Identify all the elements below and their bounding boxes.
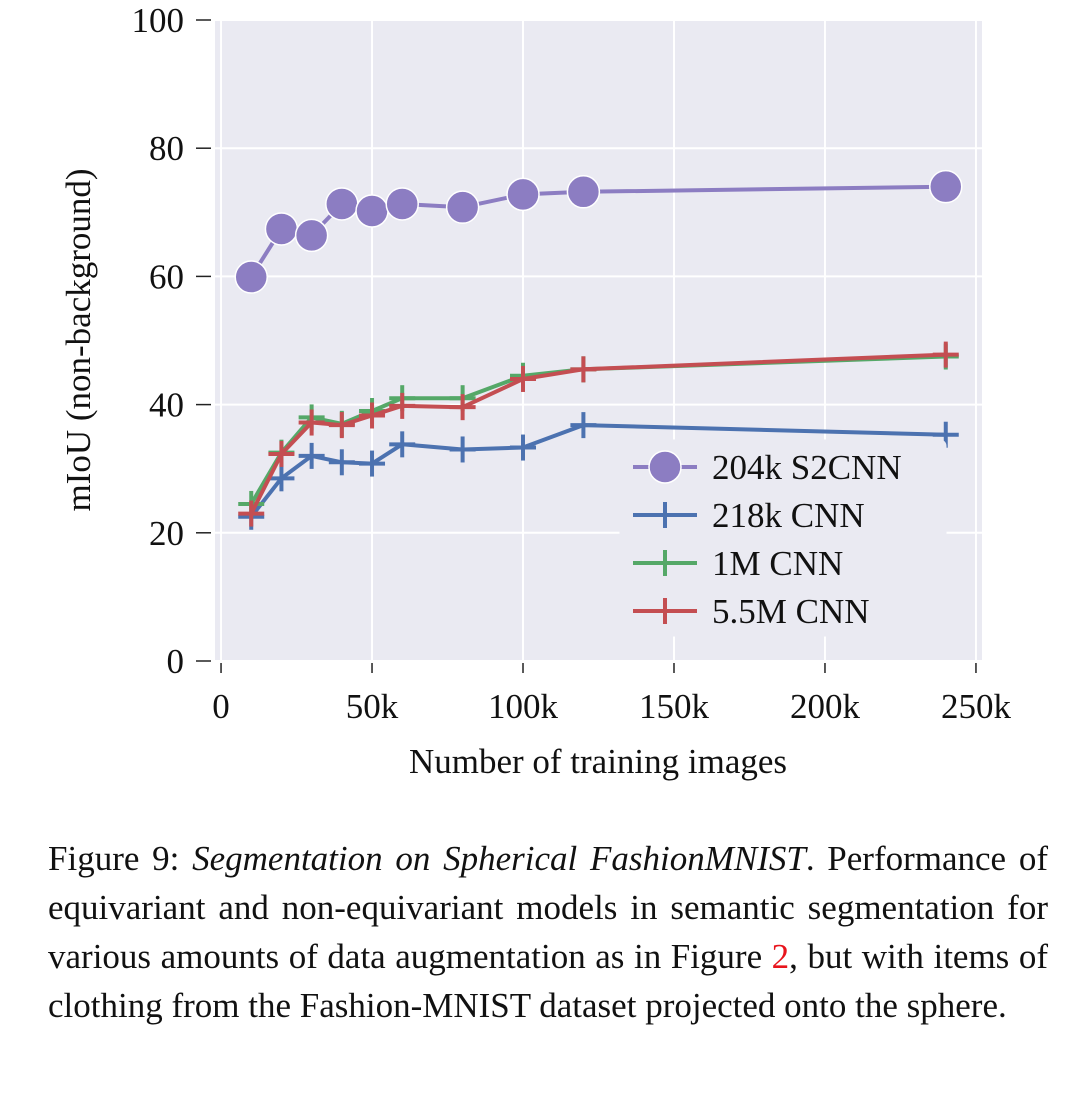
data-point bbox=[389, 392, 416, 419]
data-point bbox=[294, 218, 329, 253]
data-point bbox=[359, 450, 386, 477]
line-chart: 0 50k 100k 150k 200k 250k 0 20 40 60 80 100 204k S2… bbox=[59, 1, 1012, 781]
legend-box bbox=[619, 439, 947, 637]
data-point bbox=[328, 412, 355, 439]
data-point bbox=[298, 409, 325, 436]
data-point bbox=[510, 434, 537, 461]
x-tick-label: 50k bbox=[346, 687, 399, 726]
x-axis-label: Number of training images bbox=[409, 742, 787, 781]
x-tick-label: 150k bbox=[639, 687, 710, 726]
data-point bbox=[268, 440, 295, 467]
data-point bbox=[268, 465, 295, 492]
figure-caption: Figure 9: Segmentation on Spherical Fash… bbox=[48, 834, 1048, 1030]
data-point bbox=[325, 187, 359, 221]
data-point bbox=[449, 394, 476, 421]
x-tick-label: 200k bbox=[790, 687, 861, 726]
caption-label: Figure 9: bbox=[48, 839, 180, 878]
legend-label: 218k CNN bbox=[712, 496, 865, 535]
y-tick-label: 80 bbox=[149, 129, 184, 168]
y-tick-label: 40 bbox=[149, 386, 184, 425]
axes: 0 50k 100k 150k 200k 250k 0 20 40 60 80 100 bbox=[132, 1, 1012, 726]
data-point bbox=[510, 365, 537, 392]
series-4 bbox=[238, 341, 959, 527]
data-point bbox=[298, 442, 325, 469]
series-line bbox=[249, 352, 946, 515]
legend-item: 204k S2CNN bbox=[633, 448, 902, 487]
legend-marker bbox=[648, 450, 682, 484]
y-tick-label: 20 bbox=[149, 514, 184, 553]
data-point bbox=[932, 341, 959, 368]
data-point bbox=[328, 449, 355, 476]
legend-item: 5.5M CNN bbox=[633, 592, 870, 631]
data-point bbox=[929, 169, 963, 204]
legend-label: 5.5M CNN bbox=[712, 592, 870, 631]
caption-title: Segmentation on Spherical FashionMNIST bbox=[192, 839, 806, 878]
legend-item: 218k CNN bbox=[633, 496, 865, 535]
data-point bbox=[385, 187, 419, 221]
data-point bbox=[566, 175, 601, 209]
series-line bbox=[249, 423, 946, 519]
data-point bbox=[238, 500, 265, 527]
y-tick-label: 60 bbox=[149, 257, 184, 296]
series-layer bbox=[234, 169, 963, 530]
x-tick-label: 0 bbox=[212, 687, 230, 726]
grid bbox=[215, 19, 982, 662]
x-tick-label: 250k bbox=[941, 687, 1012, 726]
data-point bbox=[506, 177, 540, 212]
caption-text-2: , but with items of clothing from the Fa… bbox=[48, 937, 1048, 1025]
y-tick-label: 0 bbox=[167, 642, 185, 681]
series-1 bbox=[234, 169, 963, 294]
x-tick-label: 100k bbox=[488, 687, 559, 726]
data-point bbox=[355, 194, 389, 228]
legend: 204k S2CNN 218k CNN 1M CNN 5.5M CNN bbox=[619, 439, 947, 637]
data-point bbox=[570, 412, 597, 439]
data-point bbox=[445, 190, 480, 224]
figure-reference-link[interactable]: 2 bbox=[771, 937, 790, 976]
y-axis-label: mIoU (non-background) bbox=[59, 168, 98, 511]
data-point bbox=[449, 436, 476, 463]
data-point bbox=[389, 431, 416, 458]
caption-text-1: . Performance of equivariant and non-equ… bbox=[48, 839, 1048, 976]
data-point bbox=[264, 212, 299, 246]
data-point bbox=[359, 402, 386, 429]
data-point bbox=[234, 260, 268, 294]
legend-label: 1M CNN bbox=[712, 544, 843, 583]
legend-label: 204k S2CNN bbox=[712, 448, 902, 487]
legend-item: 1M CNN bbox=[633, 544, 843, 583]
series-2 bbox=[238, 412, 959, 530]
y-tick-label: 100 bbox=[132, 1, 185, 40]
data-point bbox=[570, 356, 597, 383]
